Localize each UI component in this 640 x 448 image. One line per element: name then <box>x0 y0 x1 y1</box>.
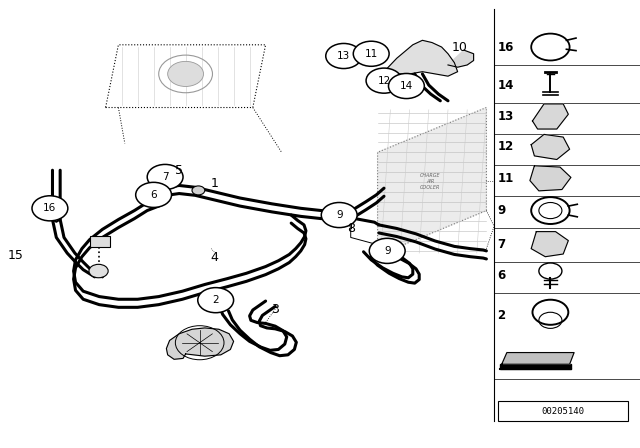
Circle shape <box>151 188 166 198</box>
Polygon shape <box>448 50 474 67</box>
Text: 6: 6 <box>497 269 506 282</box>
Text: 16: 16 <box>497 40 514 54</box>
Circle shape <box>136 182 172 207</box>
Text: 14: 14 <box>497 78 514 92</box>
Circle shape <box>168 61 204 86</box>
Circle shape <box>379 241 396 253</box>
Text: 6: 6 <box>150 190 157 200</box>
Text: 7: 7 <box>162 172 168 182</box>
Circle shape <box>326 43 362 69</box>
Text: 7: 7 <box>497 237 506 251</box>
Circle shape <box>192 186 205 195</box>
Text: 10: 10 <box>452 40 467 54</box>
Text: 5: 5 <box>175 164 183 177</box>
Polygon shape <box>532 104 568 129</box>
Polygon shape <box>531 232 568 257</box>
Circle shape <box>32 196 68 221</box>
Polygon shape <box>166 328 234 359</box>
Text: 3: 3 <box>271 302 279 316</box>
Circle shape <box>89 264 108 278</box>
Circle shape <box>205 291 225 304</box>
Text: 12: 12 <box>497 140 513 154</box>
Polygon shape <box>378 108 486 255</box>
Polygon shape <box>384 40 458 76</box>
Text: 13: 13 <box>337 51 350 61</box>
Text: 11: 11 <box>497 172 513 185</box>
Text: 11: 11 <box>365 49 378 59</box>
Text: 14: 14 <box>400 81 413 91</box>
FancyBboxPatch shape <box>498 401 628 421</box>
Polygon shape <box>500 364 571 369</box>
Polygon shape <box>530 166 571 191</box>
Circle shape <box>353 41 389 66</box>
Circle shape <box>388 73 424 99</box>
Text: 00205140: 00205140 <box>541 407 585 416</box>
Text: 1: 1 <box>211 177 218 190</box>
Circle shape <box>335 211 352 223</box>
Circle shape <box>369 238 405 263</box>
Text: 16: 16 <box>44 203 56 213</box>
Text: 13: 13 <box>497 110 513 123</box>
Text: 9: 9 <box>336 210 342 220</box>
Text: 12: 12 <box>378 76 390 86</box>
Text: 8: 8 <box>347 222 355 235</box>
Text: 9: 9 <box>384 246 390 256</box>
Polygon shape <box>502 353 574 364</box>
Text: 9: 9 <box>497 204 506 217</box>
Circle shape <box>321 202 357 228</box>
Polygon shape <box>531 134 570 159</box>
Bar <box>90 236 110 247</box>
Text: 2: 2 <box>212 295 219 305</box>
Text: 4: 4 <box>211 251 218 264</box>
Circle shape <box>198 288 234 313</box>
Circle shape <box>147 164 183 190</box>
Text: CHARGE
AIR
COOLER: CHARGE AIR COOLER <box>420 173 440 190</box>
Circle shape <box>366 68 402 93</box>
Text: 2: 2 <box>497 309 506 323</box>
Text: 15: 15 <box>8 249 24 262</box>
